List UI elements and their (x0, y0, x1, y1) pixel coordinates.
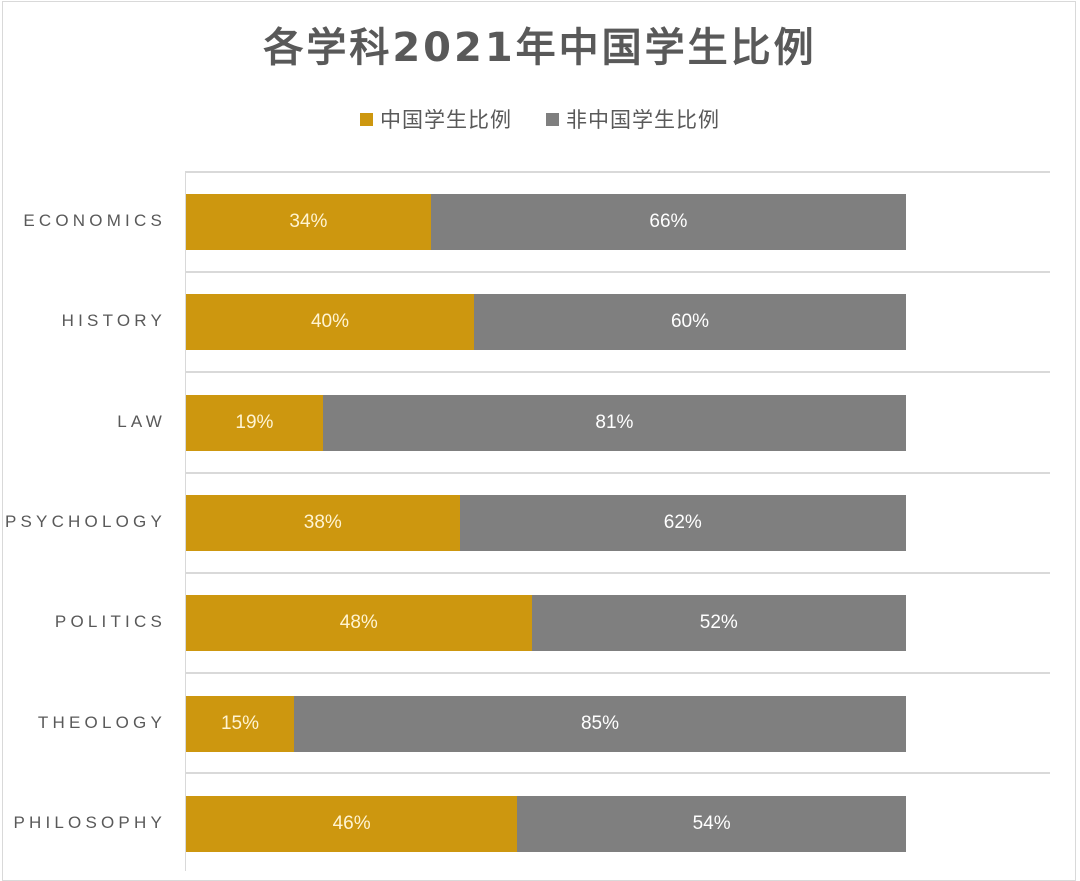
gridline (185, 772, 1050, 774)
category-axis-line (185, 171, 186, 871)
bar-segment-chinese: 34% (186, 194, 431, 250)
legend-item-chinese: 中国学生比例 (360, 104, 512, 134)
bar-segment-non-chinese: 85% (294, 696, 906, 752)
gridline (185, 171, 1050, 173)
bar-segment-non-chinese: 66% (430, 194, 906, 250)
legend-label-chinese: 中国学生比例 (380, 108, 512, 132)
bar-segment-non-chinese: 52% (531, 595, 906, 651)
stacked-bar: 19% 81% (186, 395, 906, 451)
bar-segment-chinese: 48% (186, 595, 532, 651)
gridline (185, 271, 1050, 273)
stacked-bar: 34% 66% (186, 194, 906, 250)
bar-segment-chinese: 40% (186, 294, 474, 350)
category-label: PHILOSOPHY (13, 813, 166, 832)
bar-segment-non-chinese: 81% (322, 395, 906, 451)
category-label: THEOLOGY (37, 713, 166, 732)
gridline (185, 572, 1050, 574)
gridline (185, 472, 1050, 474)
bar-segment-non-chinese: 62% (459, 495, 906, 551)
legend-swatch-non-chinese (546, 112, 559, 126)
category-label: LAW (117, 412, 166, 431)
stacked-bar: 38% 62% (186, 495, 906, 551)
bar-segment-chinese: 15% (186, 696, 294, 752)
stacked-bar: 48% 52% (186, 595, 906, 651)
bar-segment-chinese: 46% (186, 796, 518, 852)
category-label: HISTORY (61, 311, 166, 330)
bar-segment-chinese: 19% (186, 395, 323, 451)
gridline (185, 371, 1050, 373)
bar-segment-non-chinese: 60% (474, 294, 906, 350)
legend-item-non-chinese: 非中国学生比例 (546, 104, 720, 134)
bar-segment-non-chinese: 54% (517, 796, 906, 852)
stacked-bar: 15% 85% (186, 696, 906, 752)
stacked-bar: 46% 54% (186, 796, 906, 852)
gridline (185, 672, 1050, 674)
legend: 中国学生比例 非中国学生比例 (0, 104, 1080, 134)
stacked-bar: 40% 60% (186, 294, 906, 350)
category-label: POLITICS (54, 612, 166, 631)
category-label: ECONOMICS (23, 211, 166, 230)
legend-label-non-chinese: 非中国学生比例 (566, 108, 720, 132)
chart-title: 各学科2021年中国学生比例 (263, 25, 817, 71)
bar-segment-chinese: 38% (186, 495, 460, 551)
category-label: PSYCHOLOGY (4, 512, 166, 531)
legend-swatch-chinese (360, 112, 373, 126)
plot-area (185, 171, 1050, 871)
